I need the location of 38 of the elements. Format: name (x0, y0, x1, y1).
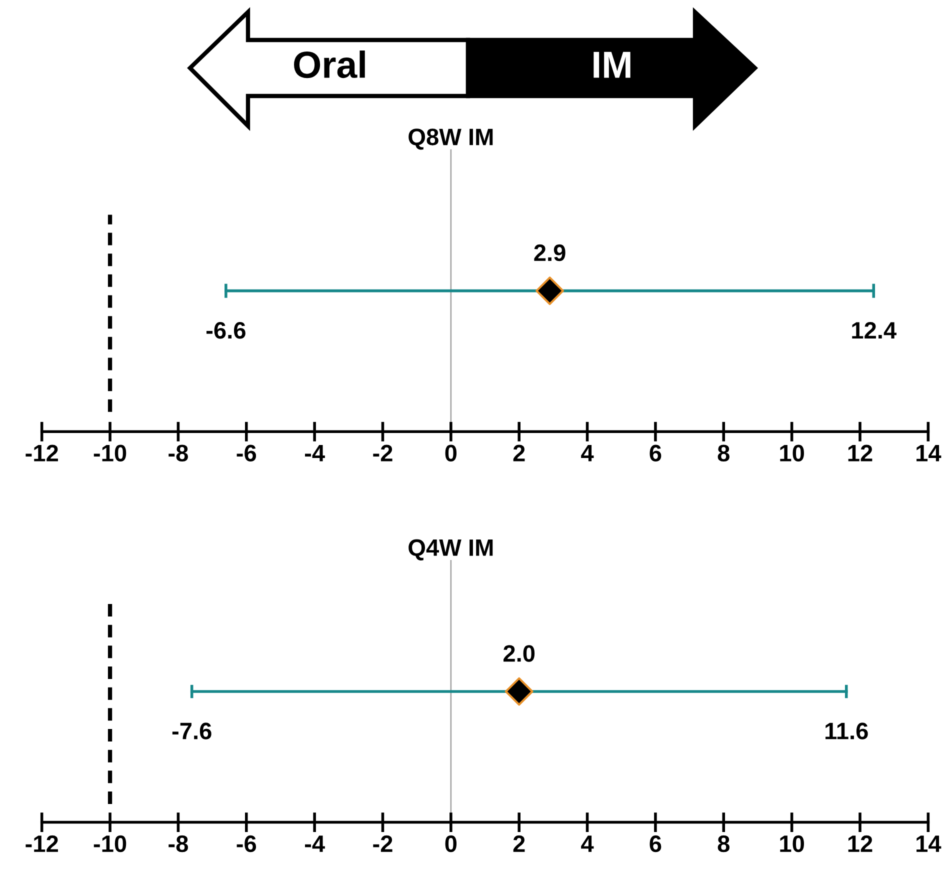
x-tick-label: 8 (718, 444, 730, 462)
x-tick-label: -4 (304, 836, 325, 852)
x-tick-label: 6 (650, 835, 662, 852)
x-tick-label: -12 (26, 835, 58, 852)
x-tick-label: 10 (780, 835, 804, 852)
x-tick-label: 2 (513, 444, 525, 462)
x-tick-label: 4 (581, 445, 594, 462)
data-label: 2.9 (534, 244, 566, 262)
x-tick-label: -2 (373, 835, 392, 852)
x-tick-label: -6 (236, 444, 256, 462)
x-tick-label: 0 (445, 444, 457, 462)
x-tick-label: -10 (94, 444, 126, 462)
text: Oral (294, 50, 365, 78)
x-tick-label: 6 (650, 444, 662, 462)
chart-title: Q4W IM (408, 539, 493, 560)
x-tick-label: 2 (513, 835, 525, 852)
x-tick-label: 14 (916, 836, 942, 852)
x-tick-label: -4 (304, 445, 325, 462)
x-tick-label: 12 (848, 835, 872, 852)
x-tick-label: -6 (236, 835, 256, 852)
annotation: 12.4 (852, 322, 896, 338)
x-tick-label: 10 (780, 444, 804, 462)
x-tick-label: -12 (26, 444, 58, 462)
x-tick-label: -8 (168, 835, 188, 852)
x-tick-label: 8 (718, 835, 730, 852)
x-tick-label: -2 (373, 444, 392, 462)
x-tick-label: -8 (168, 444, 188, 462)
x-tick-label: 4 (581, 836, 594, 852)
annotation: -6.6 (206, 322, 246, 339)
data-label: 2.0 (504, 645, 535, 662)
x-tick-label: 0 (445, 835, 457, 852)
x-tick-label: 14 (916, 445, 942, 462)
text: IM (594, 52, 630, 78)
annotation: 11.6 (826, 722, 868, 740)
chart-title: Q8W IM (408, 128, 493, 150)
annotation: -7.6 (172, 722, 212, 740)
x-tick-label: -10 (94, 835, 126, 852)
x-tick-label: 12 (848, 444, 872, 462)
